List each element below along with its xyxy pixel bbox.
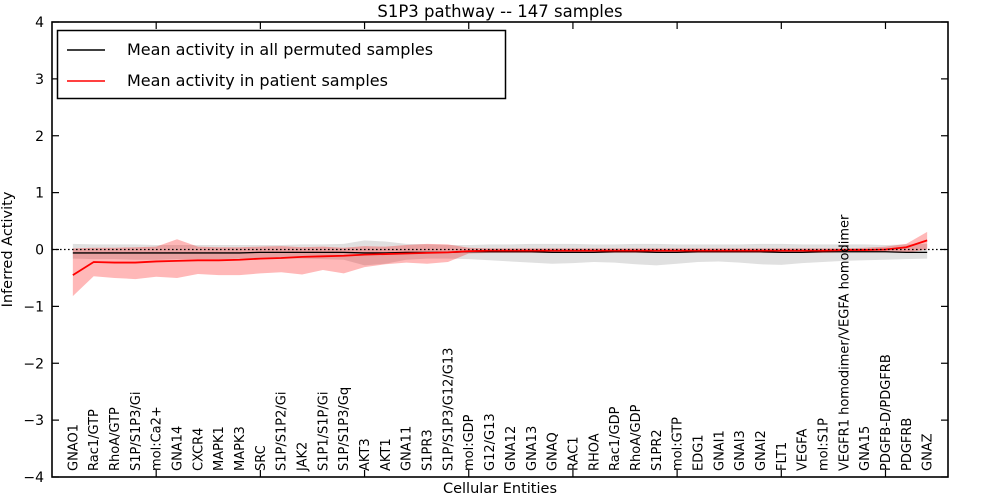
y-axis-title: Inferred Activity [0, 191, 16, 307]
x-tick-label: Rac1/GDP [608, 406, 623, 471]
x-tick-label: S1PR2 [650, 429, 665, 471]
x-tick-label: GNA14 [171, 426, 186, 471]
x-tick-label: Rac1/GTP [87, 409, 102, 471]
x-tick-label: RhoA/GTP [108, 407, 123, 471]
x-tick-label: FLT1 [775, 442, 790, 471]
x-tick-label: MAPK1 [212, 426, 227, 471]
x-tick-labels: GNAO1 Rac1/GTP RhoA/GTP S1P/S1P3/Gi mol:Ca2+… [66, 214, 935, 472]
x-tick-label: VEGFR1 homodimer/VEGFA homodimer [837, 214, 852, 471]
x-tick-label: EDG1 [691, 434, 706, 471]
x-tick-label: AKT1 [379, 438, 394, 471]
permuted-mean-line [72, 251, 928, 254]
x-tick-label: VEGFA [796, 429, 811, 471]
legend-label-patient: Mean activity in patient samples [127, 71, 388, 90]
x-tick-label: GNAZ [921, 433, 936, 471]
x-tick-label: JAK2 [296, 442, 311, 472]
x-tick-label: mol:S1P [816, 418, 831, 471]
x-tick-label: G12/G13 [483, 413, 498, 471]
permuted-band [72, 240, 928, 266]
x-tick-label: AKT3 [358, 438, 373, 471]
x-tick-label: S1P/S1P3/G12/G13 [441, 348, 456, 471]
x-tick-label: mol:Ca2+ [150, 406, 165, 471]
x-tick-label: S1PR3 [421, 429, 436, 471]
mean-lines [52, 239, 948, 276]
y-tick-label: 0 [35, 243, 44, 259]
x-tick-label: S1P/S1P2/Gi [275, 392, 290, 471]
x-tick-label: PDGFRB [900, 418, 915, 471]
y-tick-label: −3 [23, 413, 44, 429]
axes-and-ticks [51, 21, 949, 478]
x-tick-label: RhoA/GDP [629, 404, 644, 471]
chart-title: S1P3 pathway -- 147 samples [377, 2, 622, 21]
x-tick-label: GNAI1 [712, 430, 727, 471]
confidence-bands [72, 231, 928, 297]
y-tick-label: 1 [35, 186, 44, 202]
y-tick-labels: 4 3 2 1 0 −1 −2 −3 −4 [23, 15, 44, 486]
x-tick-label: PDGFB-D/PDGFRB [879, 354, 894, 471]
x-tick-label: S1P/S1P3/Gq [337, 387, 352, 471]
y-tick-label: 2 [35, 129, 44, 145]
x-tick-label: S1P/S1P3/Gi [129, 392, 144, 471]
y-tick-label: −1 [23, 299, 44, 315]
legend-label-permuted: Mean activity in all permuted samples [127, 40, 433, 59]
x-tick-label: GNAI2 [754, 430, 769, 471]
x-tick-label: GNA13 [525, 426, 540, 471]
x-tick-label: GNA15 [858, 426, 873, 471]
x-tick-label: mol:GDP [462, 414, 477, 471]
y-tick-label: −4 [23, 470, 44, 486]
x-tick-label: RAC1 [566, 436, 581, 471]
x-tick-label: GNAO1 [66, 424, 81, 471]
x-tick-label: MAPK3 [233, 426, 248, 471]
x-tick-label: GNA11 [400, 426, 415, 471]
x-tick-label: GNAI3 [733, 430, 748, 471]
x-tick-label: mol:GTP [671, 417, 686, 471]
patient-band [72, 231, 928, 297]
y-tick-label: −2 [23, 356, 44, 372]
x-tick-label: RHOA [587, 433, 602, 471]
x-axis-title: Cellular Entities [443, 481, 557, 497]
x-tick-label: GNA12 [504, 426, 519, 471]
x-tick-label: GNAQ [546, 432, 561, 471]
legend-box [56, 29, 507, 100]
y-tick-label: 3 [35, 72, 44, 88]
x-tick-label: S1P1/S1P/Gi [316, 392, 331, 471]
x-tick-label: SRC [254, 445, 269, 471]
legend: Mean activity in all permuted samples Me… [56, 29, 507, 100]
y-tick-label: 4 [35, 15, 44, 31]
x-tick-label: CXCR4 [191, 428, 206, 471]
patient-mean-line [72, 239, 928, 276]
